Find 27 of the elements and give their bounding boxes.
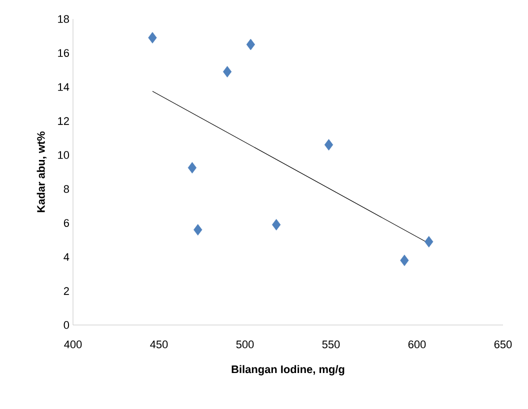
point: [246, 38, 255, 50]
x-tick-label: 650: [494, 340, 512, 348]
point: [148, 32, 157, 44]
point: [222, 66, 232, 78]
x-tick-label: 600: [408, 340, 426, 348]
y-tick-label: 2: [64, 287, 69, 295]
x-tick-label: 500: [236, 340, 254, 348]
point: [194, 224, 202, 236]
x-tick-label: 450: [150, 340, 168, 348]
y-tick-label: 16: [58, 49, 69, 57]
x-tick-label: 550: [322, 340, 340, 348]
point: [272, 219, 281, 230]
y-tick-label: 14: [58, 83, 70, 91]
y-tick-label: 6: [64, 219, 69, 227]
y-tick-label: 18: [58, 15, 69, 23]
y-tick-label: 0: [64, 321, 70, 329]
x-axis-title: Bilangan Iodine, mg/g: [232, 365, 344, 376]
y-tick-label: 8: [64, 185, 69, 193]
y-axis-title: Kadar abu, wt%: [36, 131, 46, 212]
point: [400, 254, 409, 266]
point: [324, 139, 334, 150]
point: [188, 162, 197, 174]
y-tick-label: 10: [58, 151, 70, 159]
x-tick-label: 400: [64, 340, 82, 348]
y-tick-label: 12: [58, 117, 69, 125]
y-tick-label: 4: [64, 253, 70, 261]
point: [424, 236, 434, 248]
